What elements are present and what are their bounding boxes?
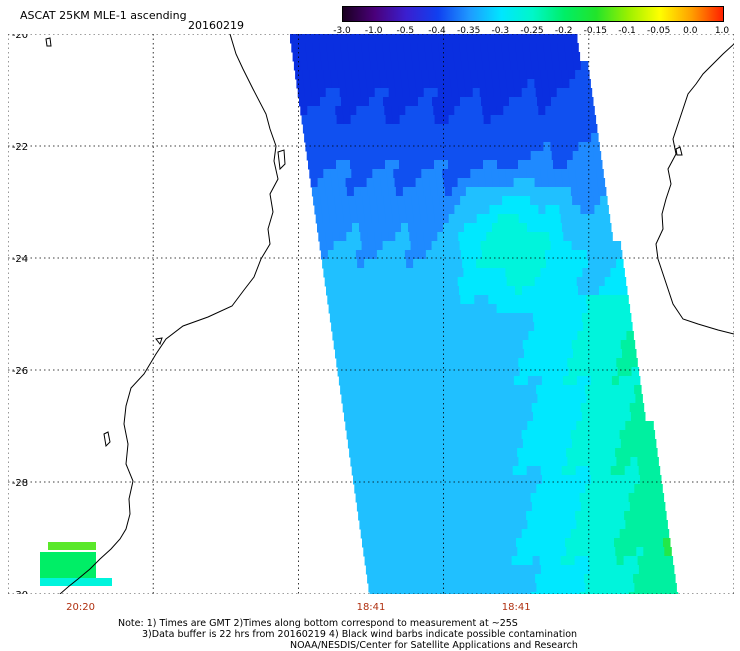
latitude-tick-label: -30 bbox=[12, 590, 28, 594]
color-scale-tick-label: -0.25 bbox=[520, 26, 544, 36]
note-line-1: Note: 1) Times are GMT 2)Times along bot… bbox=[118, 618, 518, 629]
color-scale-tick-label: -0.3 bbox=[491, 26, 510, 36]
color-scale-tick-label: -0.05 bbox=[647, 26, 671, 36]
color-scale-tick-label: -0.2 bbox=[554, 26, 573, 36]
lat-lon-grid bbox=[8, 34, 734, 594]
color-scale-tick-label: -1.0 bbox=[364, 26, 383, 36]
madagascar-coastline bbox=[655, 43, 734, 335]
swath-time-label: 20:20 bbox=[66, 602, 96, 613]
color-scale-tick-label: 1.0 bbox=[714, 26, 730, 36]
color-scale-tick-label: -0.1 bbox=[618, 26, 636, 36]
color-scale-bar bbox=[342, 6, 724, 22]
latitude-tick-label: -20 bbox=[12, 34, 28, 41]
latitude-tick-label: -22 bbox=[12, 142, 28, 153]
swath-time-label: 18:41 bbox=[501, 602, 531, 613]
coastal-island bbox=[155, 337, 163, 346]
coastal-island bbox=[45, 37, 52, 47]
color-scale-tick-label: -0.4 bbox=[428, 26, 446, 36]
coastal-island bbox=[103, 431, 111, 448]
latitude-tick-label: -28 bbox=[12, 478, 28, 489]
color-scale-tick-label: 0.0 bbox=[683, 26, 698, 36]
madagascar-island bbox=[675, 146, 683, 156]
color-scale-tick-label: -3.0 bbox=[333, 26, 351, 36]
latitude-tick-label: -26 bbox=[12, 366, 28, 377]
note-line-2: 3)Data buffer is 22 hrs from 20160219 4)… bbox=[142, 629, 578, 640]
color-scale-tick-label: -0.35 bbox=[457, 26, 481, 36]
product-title: ASCAT 25KM MLE-1 ascending bbox=[20, 9, 187, 22]
color-scale-tick-label: -0.5 bbox=[396, 26, 415, 36]
latitude-tick-label: -24 bbox=[12, 254, 28, 265]
product-date: 20160219 bbox=[188, 19, 244, 32]
scatterometer-swath bbox=[40, 34, 679, 594]
africa-coastline bbox=[59, 34, 279, 594]
swath-time-label: 18:41 bbox=[356, 602, 386, 613]
wind-map: 303336394245-20-22-24-26-28-30 bbox=[8, 34, 734, 594]
note-line-3: NOAA/NESDIS/Center for Satellite Applica… bbox=[290, 640, 578, 651]
coastal-lake bbox=[277, 149, 286, 171]
color-scale-labels: -3.0 -1.0 -0.5 -0.4 -0.35 -0.3 -0.25 -0.2 -0.15 -… bbox=[330, 26, 730, 38]
coastlines bbox=[45, 34, 734, 594]
color-scale-tick-label: -0.15 bbox=[583, 26, 607, 36]
